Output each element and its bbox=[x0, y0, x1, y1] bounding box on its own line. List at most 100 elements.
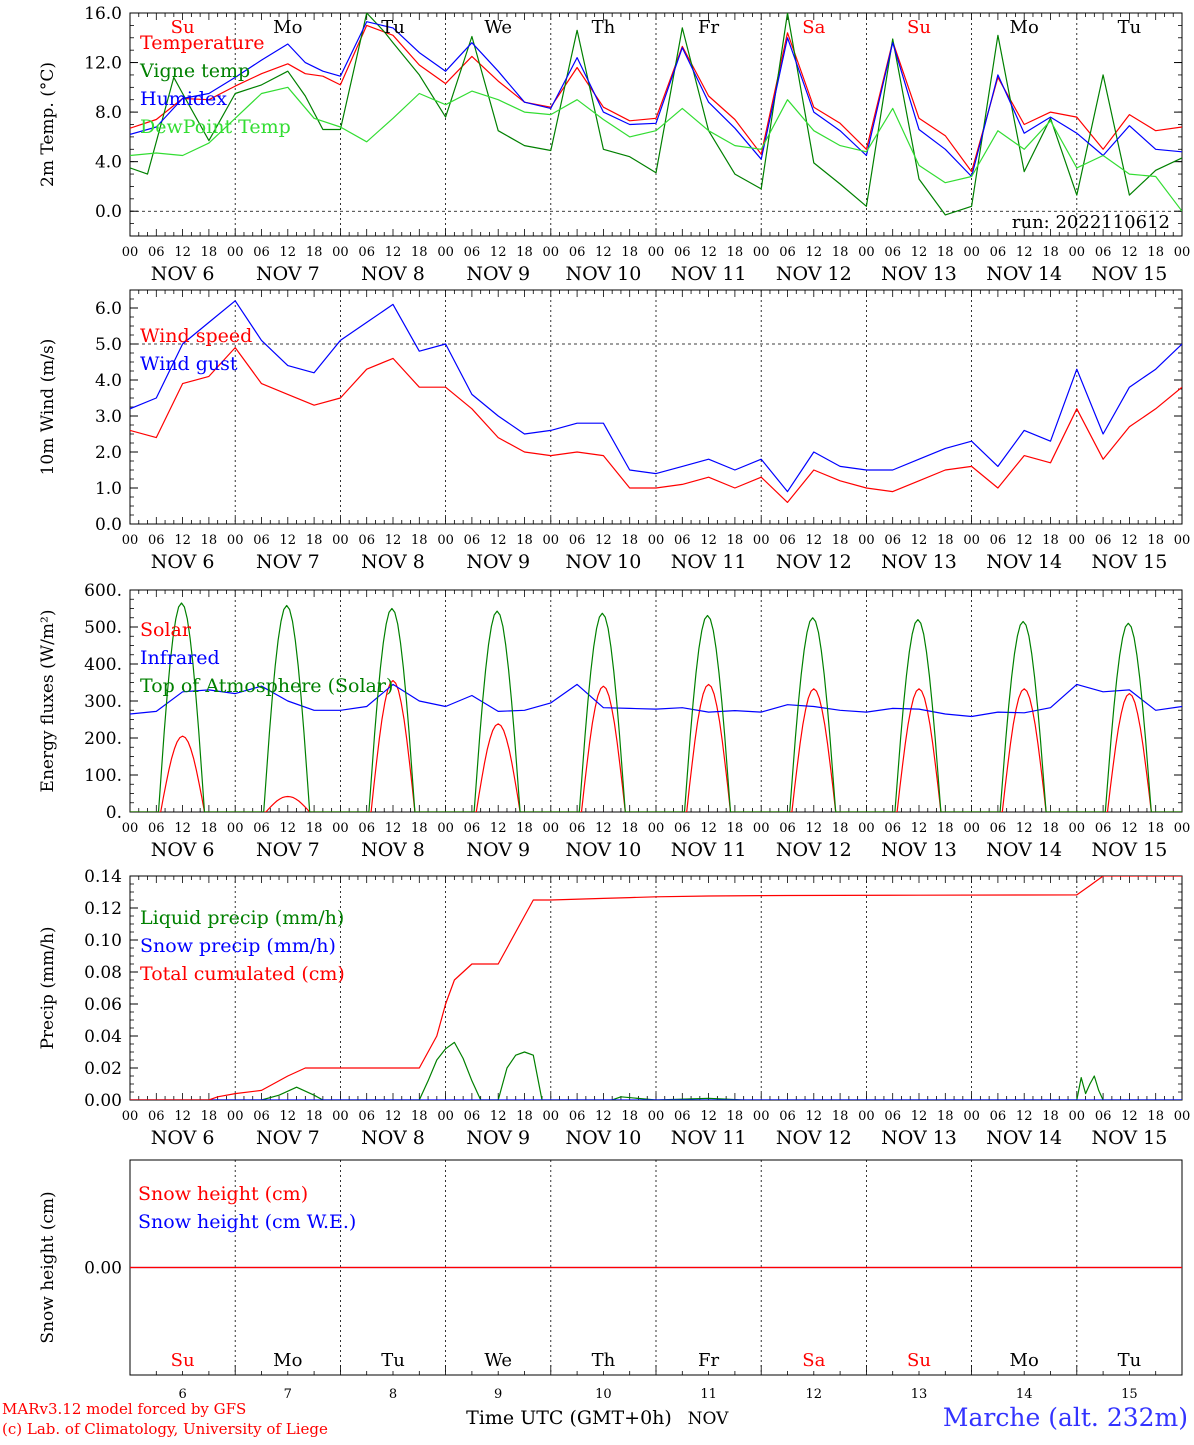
x-hour-label: 00 bbox=[1174, 1109, 1191, 1124]
x-hour-label: 12 bbox=[806, 245, 823, 260]
x-hour-label: 06 bbox=[779, 1109, 796, 1124]
x-date-label: NOV 7 bbox=[256, 839, 320, 861]
y-tick-label: 0. bbox=[106, 803, 122, 823]
x-hour-label: 00 bbox=[648, 1109, 665, 1124]
x-hour-label: 18 bbox=[937, 245, 954, 260]
x-hour-label: 06 bbox=[253, 1109, 270, 1124]
legend-label: Snow height (cm) bbox=[138, 1183, 308, 1205]
location-label: Marche (alt. 232m) bbox=[943, 1403, 1188, 1432]
x-hour-label: 12 bbox=[700, 821, 717, 836]
x-date-label: NOV 13 bbox=[881, 263, 957, 285]
x-hour-label: 00 bbox=[648, 821, 665, 836]
x-date-label: NOV 11 bbox=[671, 839, 747, 861]
x-hour-label: 12 bbox=[911, 1109, 928, 1124]
x-date-label: NOV 7 bbox=[256, 551, 320, 573]
x-hour-label: 06 bbox=[674, 533, 691, 548]
x-date-label: NOV 8 bbox=[361, 263, 425, 285]
weekday-label: Tu bbox=[1118, 17, 1142, 38]
legend-label: Solar bbox=[140, 619, 192, 641]
x-hour-label: 12 bbox=[700, 245, 717, 260]
x-hour-label: 00 bbox=[332, 821, 349, 836]
weekday-label: Tu bbox=[381, 1350, 405, 1371]
x-hour-label: 12 bbox=[1121, 821, 1138, 836]
x-hour-label: 06 bbox=[148, 1109, 165, 1124]
x-hour-label: 18 bbox=[516, 245, 533, 260]
x-hour-label: 18 bbox=[1147, 245, 1164, 260]
y-tick-label: 3.0 bbox=[95, 407, 122, 427]
y-tick-label: 4.0 bbox=[95, 371, 122, 391]
x-hour-label: 12 bbox=[385, 533, 402, 548]
x-hour-label: 12 bbox=[911, 533, 928, 548]
series-line-top-of-atmosphere-solar- bbox=[130, 602, 1182, 812]
x-hour-label: 00 bbox=[753, 1109, 770, 1124]
x-hour-label: 06 bbox=[674, 1109, 691, 1124]
series-line-wind-speed bbox=[130, 347, 1182, 503]
x-hour-label: 00 bbox=[122, 821, 139, 836]
x-hour-label: 00 bbox=[543, 245, 560, 260]
y-tick-label: 8.0 bbox=[95, 103, 122, 123]
x-date-label: NOV 6 bbox=[151, 839, 215, 861]
x-hour-label: 18 bbox=[621, 533, 638, 548]
x-hour-label: 00 bbox=[122, 533, 139, 548]
x-date-label: NOV 15 bbox=[1091, 1127, 1167, 1149]
x-hour-label: 18 bbox=[727, 533, 744, 548]
x-hour-label: 12 bbox=[174, 245, 191, 260]
x-hour-label: 00 bbox=[1174, 245, 1191, 260]
series-group bbox=[130, 876, 1182, 1100]
y-tick-label: 4.0 bbox=[95, 153, 122, 173]
day-number-label: 6 bbox=[178, 1387, 186, 1402]
y-tick-label: 0.12 bbox=[84, 899, 122, 919]
day-number-label: 13 bbox=[911, 1387, 928, 1402]
weekday-label: Mo bbox=[1010, 17, 1039, 38]
series-line-dewpoint-temp bbox=[130, 86, 1182, 212]
x-hour-label: 18 bbox=[937, 1109, 954, 1124]
x-hour-label: 06 bbox=[253, 245, 270, 260]
x-date-label: NOV 9 bbox=[466, 263, 530, 285]
run-label: run: 2022110612 bbox=[1012, 212, 1170, 233]
x-hour-label: 06 bbox=[990, 1109, 1007, 1124]
x-hour-label: 06 bbox=[674, 245, 691, 260]
weekday-label: Th bbox=[592, 17, 616, 38]
x-hour-label: 06 bbox=[148, 533, 165, 548]
x-hour-label: 12 bbox=[1016, 1109, 1033, 1124]
x-hour-label: 18 bbox=[832, 821, 849, 836]
weekday-label: Mo bbox=[273, 1350, 302, 1371]
x-hour-label: 00 bbox=[753, 533, 770, 548]
legend-label: Wind gust bbox=[140, 353, 238, 375]
y-tick-label: 400. bbox=[84, 655, 122, 675]
x-hour-label: 18 bbox=[1042, 533, 1059, 548]
x-hour-label: 18 bbox=[411, 821, 428, 836]
x-date-label: NOV 11 bbox=[671, 551, 747, 573]
y-tick-label: 16.0 bbox=[84, 4, 122, 24]
x-date-label: NOV 15 bbox=[1091, 263, 1167, 285]
x-date-label: NOV 8 bbox=[361, 839, 425, 861]
x-hour-label: 06 bbox=[1095, 821, 1112, 836]
x-hour-label: 00 bbox=[543, 821, 560, 836]
x-hour-label: 06 bbox=[1095, 245, 1112, 260]
x-date-label: NOV 13 bbox=[881, 839, 957, 861]
x-date-label: NOV 11 bbox=[671, 1127, 747, 1149]
weekday-label: Su bbox=[907, 1350, 931, 1371]
x-hour-label: 00 bbox=[437, 533, 454, 548]
day-number-label: 15 bbox=[1121, 1387, 1138, 1402]
weekday-label: Tu bbox=[381, 17, 405, 38]
weekday-label: We bbox=[484, 17, 512, 38]
x-date-label: NOV 7 bbox=[256, 1127, 320, 1149]
weekday-label: Tu bbox=[1118, 1350, 1142, 1371]
series-group bbox=[130, 300, 1182, 503]
x-hour-label: 18 bbox=[1147, 821, 1164, 836]
x-axis-month: NOV bbox=[688, 1409, 730, 1429]
footer-model: MARv3.12 model forced by GFS bbox=[2, 1400, 246, 1418]
x-date-label: NOV 8 bbox=[361, 551, 425, 573]
x-hour-label: 00 bbox=[332, 245, 349, 260]
x-date-label: NOV 9 bbox=[466, 1127, 530, 1149]
x-hour-label: 06 bbox=[358, 821, 375, 836]
x-hour-label: 06 bbox=[674, 821, 691, 836]
x-hour-label: 12 bbox=[280, 533, 297, 548]
series-line-vigne-temp bbox=[130, 13, 1182, 216]
legend-label: Humidex bbox=[140, 88, 227, 110]
x-hour-label: 00 bbox=[648, 533, 665, 548]
weekday-label: Fr bbox=[698, 17, 719, 38]
x-hour-label: 06 bbox=[569, 1109, 586, 1124]
y-axis-title: 10m Wind (m/s) bbox=[38, 339, 58, 476]
